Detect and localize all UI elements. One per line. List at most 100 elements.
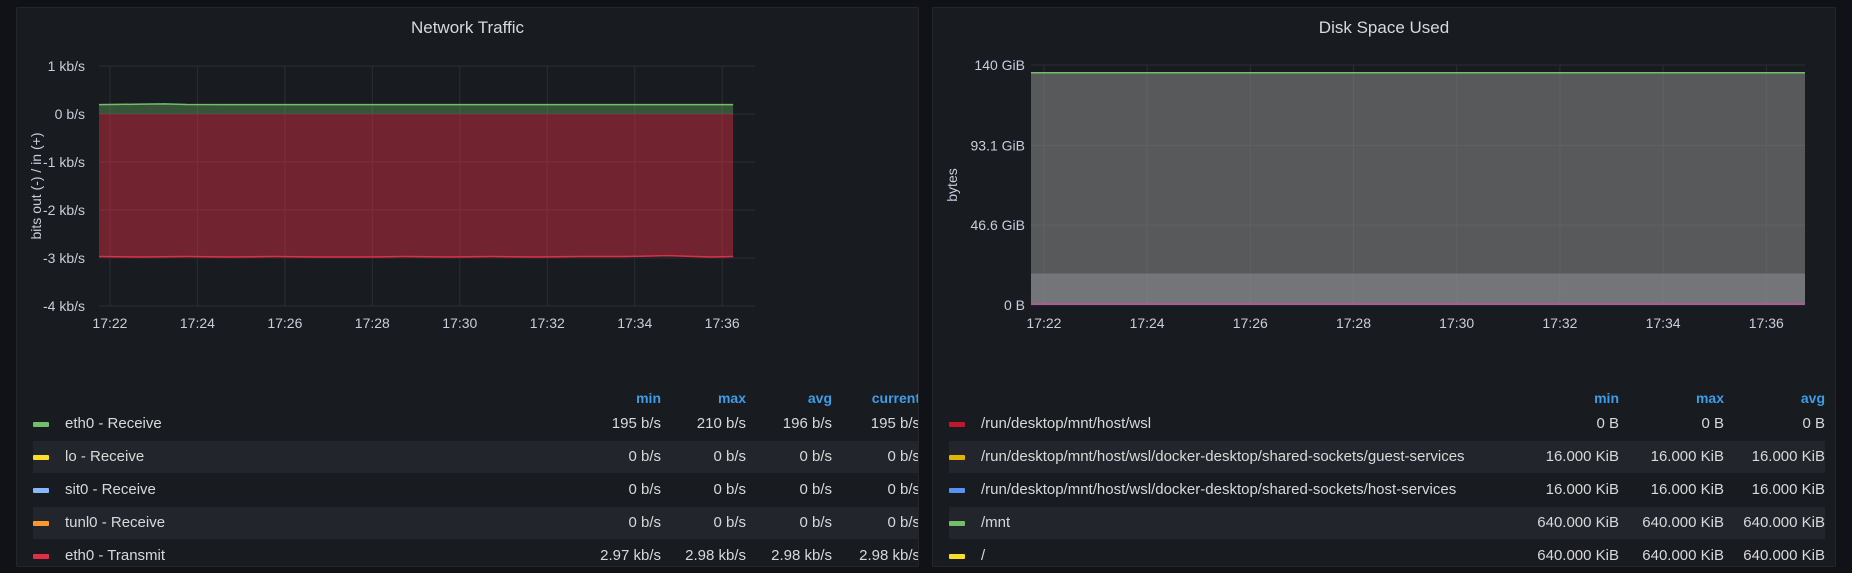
legend-row[interactable]: /run/desktop/mnt/host/wsl/docker-desktop… xyxy=(949,441,1825,473)
legend-series-name[interactable]: lo - Receive xyxy=(65,448,145,465)
legend-row[interactable]: /mnt 640.000 KiB 640.000 KiB 640.000 KiB xyxy=(949,507,1825,539)
series-area-eth0-transmit xyxy=(99,114,734,258)
disk-space-chart: 140 GiB 93.1 GiB 46.6 GiB 0 B17:22 17:24 17:2… xyxy=(944,57,1805,331)
panel-title[interactable]: Network Traffic xyxy=(410,18,525,37)
legend-value-max: 640.000 KiB xyxy=(1642,514,1724,531)
legend-value-current: 0 b/s xyxy=(887,481,919,498)
legend-value-min: 640.000 KiB xyxy=(1537,547,1619,564)
y-tick-label: 93.1 GiB xyxy=(971,137,1025,153)
legend-color-swatch[interactable] xyxy=(33,488,49,493)
legend-row[interactable]: sit0 - Receive 0 b/s 0 b/s 0 b/s 0 b/s xyxy=(33,474,919,506)
legend-series-name[interactable]: eth0 - Receive xyxy=(65,415,162,432)
network-traffic-panel: Network Traffic 1 kb/s 0 b/s -1 kb/s -2 kb/… xyxy=(16,7,919,567)
y-tick-label: -4 kb/s xyxy=(43,298,85,314)
legend-value-avg: 196 b/s xyxy=(782,415,832,432)
legend-value-min: 195 b/s xyxy=(611,415,661,432)
legend-row[interactable]: eth0 - Receive 195 b/s 210 b/s 196 b/s 195 b… xyxy=(33,408,918,440)
x-tick-label: 17:24 xyxy=(1130,315,1165,331)
legend-series-name[interactable]: eth0 - Transmit xyxy=(65,547,166,564)
legend-color-swatch[interactable] xyxy=(949,488,965,493)
x-tick-label: 17:34 xyxy=(617,315,652,331)
legend-color-swatch[interactable] xyxy=(33,422,49,427)
legend-row[interactable]: / 640.000 KiB 640.000 KiB 640.000 KiB xyxy=(949,540,1825,566)
network-traffic-chart: 1 kb/s 0 b/s -1 kb/s -2 kb/s -3 kb/s -4 kb/s 1… xyxy=(28,58,755,331)
series-area-disk-small xyxy=(1031,274,1805,305)
legend-row[interactable]: lo - Receive 0 b/s 0 b/s 0 b/s 0 b/s xyxy=(33,441,919,473)
legend-series-name[interactable]: / xyxy=(981,547,986,564)
legend-row[interactable]: eth0 - Transmit 2.97 kb/s 2.98 kb/s 2.98 kb… xyxy=(33,540,918,566)
legend-series-name[interactable]: /run/desktop/mnt/host/wsl/docker-desktop… xyxy=(981,481,1457,498)
y-tick-label: 0 B xyxy=(1004,297,1025,313)
series-area-disk-total xyxy=(1031,72,1805,305)
legend-value-max: 0 b/s xyxy=(713,448,746,465)
x-tick-label: 17:36 xyxy=(1749,315,1784,331)
x-tick-label: 17:26 xyxy=(267,315,302,331)
legend-value-max: 640.000 KiB xyxy=(1642,547,1724,564)
legend-header-max[interactable]: max xyxy=(717,390,746,406)
legend-value-min: 0 b/s xyxy=(628,481,661,498)
y-tick-label: 0 b/s xyxy=(55,106,85,122)
x-tick-label: 17:24 xyxy=(180,315,215,331)
legend-row[interactable]: tunl0 - Receive 0 b/s 0 b/s 0 b/s 0 b/s xyxy=(33,507,919,539)
legend-color-swatch[interactable] xyxy=(949,554,965,559)
panel-title[interactable]: Disk Space Used xyxy=(1318,18,1450,37)
legend-value-min: 640.000 KiB xyxy=(1537,514,1619,531)
legend-header-min[interactable]: min xyxy=(1594,390,1619,406)
network-traffic-legend: min max avg current eth0 - Receive 195 b/s 210… xyxy=(33,390,919,566)
legend-series-name[interactable]: /run/desktop/mnt/host/wsl/docker-desktop… xyxy=(981,448,1465,465)
legend-value-max: 0 b/s xyxy=(713,481,746,498)
y-axis-label: bits out (-) / in (+) xyxy=(28,133,44,240)
legend-value-avg: 640.000 KiB xyxy=(1743,514,1825,531)
legend-header-min[interactable]: min xyxy=(636,390,661,406)
x-tick-label: 17:26 xyxy=(1233,315,1268,331)
legend-color-swatch[interactable] xyxy=(949,521,965,526)
legend-value-min: 0 B xyxy=(1596,415,1619,432)
legend-value-avg: 16.000 KiB xyxy=(1751,448,1825,465)
legend-value-min: 16.000 KiB xyxy=(1545,448,1619,465)
disk-space-legend: min max avg/run/desktop/mnt/host/wsl 0 B 0 B… xyxy=(949,390,1825,566)
legend-value-avg: 640.000 KiB xyxy=(1743,547,1825,564)
y-axis-label: bytes xyxy=(944,168,960,201)
legend-row[interactable]: /run/desktop/mnt/host/wsl 0 B 0 B 0 B xyxy=(949,408,1825,440)
legend-series-name[interactable]: sit0 - Receive xyxy=(65,481,156,498)
legend-value-min: 16.000 KiB xyxy=(1545,481,1619,498)
y-tick-label: -2 kb/s xyxy=(43,202,85,218)
legend-header-current[interactable]: current xyxy=(871,390,919,406)
legend-value-current: 0 b/s xyxy=(887,448,919,465)
legend-value-current: 0 b/s xyxy=(887,514,919,531)
legend-color-swatch[interactable] xyxy=(33,455,49,460)
legend-color-swatch[interactable] xyxy=(33,554,49,559)
y-tick-label: -1 kb/s xyxy=(43,154,85,170)
x-tick-label: 17:32 xyxy=(530,315,565,331)
legend-series-name[interactable]: tunl0 - Receive xyxy=(65,514,166,531)
x-tick-label: 17:34 xyxy=(1646,315,1681,331)
legend-header-avg[interactable]: avg xyxy=(807,390,832,406)
x-tick-label: 17:36 xyxy=(705,315,740,331)
disk-space-panel: Disk Space Used 140 GiB 93.1 GiB 46.6 GiB 0… xyxy=(932,7,1836,567)
legend-value-max: 0 b/s xyxy=(713,514,746,531)
legend-value-avg: 0 B xyxy=(1802,415,1825,432)
legend-value-min: 2.97 kb/s xyxy=(600,547,661,564)
legend-color-swatch[interactable] xyxy=(949,422,965,427)
x-tick-label: 17:22 xyxy=(92,315,127,331)
legend-value-max: 210 b/s xyxy=(696,415,746,432)
y-tick-label: 140 GiB xyxy=(974,57,1025,73)
legend-series-name[interactable]: /run/desktop/mnt/host/wsl xyxy=(981,415,1152,432)
legend-header-avg[interactable]: avg xyxy=(1800,390,1825,406)
series-line-eth0-receive xyxy=(98,103,734,106)
legend-header-max[interactable]: max xyxy=(1695,390,1724,406)
legend-value-max: 0 B xyxy=(1701,415,1724,432)
legend-row[interactable]: /run/desktop/mnt/host/wsl/docker-desktop… xyxy=(949,474,1825,506)
legend-color-swatch[interactable] xyxy=(33,521,49,526)
legend-value-min: 0 b/s xyxy=(628,514,661,531)
y-tick-label: -3 kb/s xyxy=(43,250,85,266)
y-tick-label: 1 kb/s xyxy=(48,58,85,74)
x-tick-label: 17:28 xyxy=(355,315,390,331)
legend-value-avg: 0 b/s xyxy=(799,448,832,465)
series-line-eth0-transmit xyxy=(98,254,734,258)
legend-value-max: 2.98 kb/s xyxy=(685,547,746,564)
legend-series-name[interactable]: /mnt xyxy=(981,514,1011,531)
legend-value-max: 16.000 KiB xyxy=(1650,481,1724,498)
legend-color-swatch[interactable] xyxy=(949,455,965,460)
legend-value-avg: 0 b/s xyxy=(799,481,832,498)
